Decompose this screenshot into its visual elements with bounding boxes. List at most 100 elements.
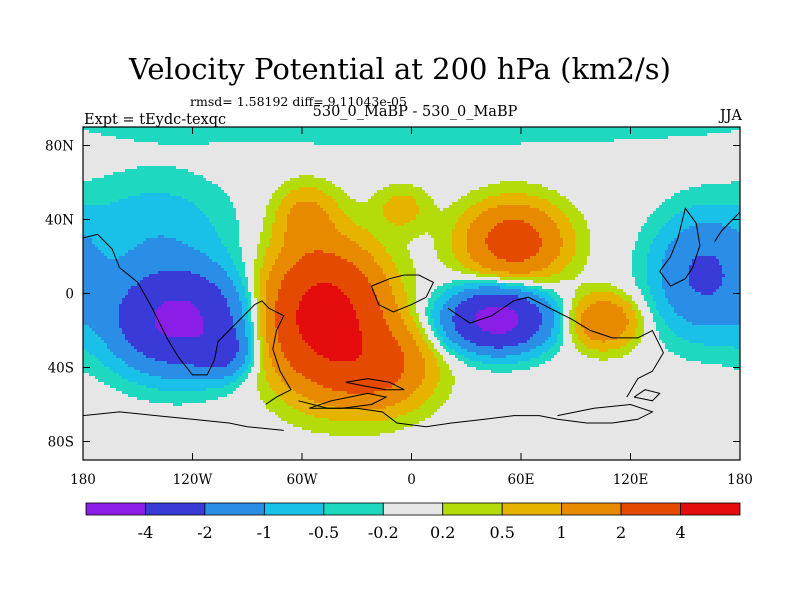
field-cell: [392, 259, 414, 263]
field-cell: [491, 355, 507, 359]
field-cell: [542, 241, 564, 245]
field-cell: [83, 391, 123, 395]
field-cell: [83, 355, 96, 359]
field-cell: [395, 262, 414, 266]
field-cell: [455, 223, 471, 227]
field-cell: [233, 316, 243, 320]
field-cell: [260, 358, 264, 362]
field-cell: [362, 331, 393, 335]
experiment-label: Expt = tEydc-texqc: [84, 112, 227, 128]
field-cell: [233, 391, 261, 395]
field-cell: [338, 202, 387, 206]
field-cell: [467, 238, 486, 242]
field-cell: [83, 361, 102, 365]
field-cell: [488, 247, 540, 251]
field-cell: [122, 301, 165, 305]
field-cell: [635, 283, 648, 287]
field-cell: [548, 292, 558, 296]
field-cell: [440, 343, 447, 347]
field-cell: [413, 196, 432, 200]
field-cell: [251, 355, 255, 359]
field-cell: [689, 187, 740, 191]
field-cell: [734, 367, 740, 371]
field-cell: [722, 283, 740, 287]
field-cell: [518, 361, 546, 365]
field-cell: [575, 343, 585, 347]
field-cell: [317, 382, 396, 386]
field-cell: [392, 196, 414, 200]
field-cell: [341, 289, 375, 293]
field-cell: [83, 364, 105, 368]
field-cell: [83, 445, 740, 449]
field-cell: [647, 262, 663, 266]
field-cell: [206, 253, 231, 257]
field-cell: [575, 325, 582, 329]
field-cell: [629, 319, 639, 323]
field-cell: [425, 418, 740, 422]
field-cell: [278, 298, 303, 302]
field-cell: [257, 298, 261, 302]
colorbar-label: -0.2: [368, 523, 399, 542]
field-cell: [248, 352, 252, 356]
field-cell: [554, 289, 576, 293]
field-cell: [149, 373, 234, 377]
field-cell: [647, 274, 663, 278]
field-cell: [260, 292, 267, 296]
field-cell: [362, 340, 399, 344]
field-cell: [446, 265, 465, 269]
field-cell: [659, 229, 684, 233]
field-cell: [431, 325, 435, 329]
field-cell: [563, 331, 570, 335]
field-cell: [284, 232, 342, 236]
field-cell: [467, 298, 528, 302]
field-cell: [458, 259, 474, 263]
field-cell: [290, 268, 360, 272]
field-cell: [158, 142, 210, 146]
field-cell: [287, 403, 324, 407]
field-cell: [494, 226, 534, 230]
field-cell: [239, 226, 264, 230]
field-cell: [296, 319, 360, 323]
field-cell: [560, 271, 582, 275]
field-cell: [668, 298, 740, 302]
field-cell: [575, 322, 582, 326]
field-cell: [713, 292, 740, 296]
field-cell: [263, 226, 273, 230]
field-cell: [575, 244, 591, 248]
field-cell: [458, 352, 477, 356]
field-cell: [425, 364, 438, 368]
field-cell: [131, 343, 240, 347]
field-cell: [644, 319, 654, 323]
field-cell: [347, 391, 375, 395]
field-cell: [143, 241, 183, 245]
field-cell: [248, 340, 252, 344]
coastline: [714, 211, 740, 242]
field-cell: [374, 193, 429, 197]
field-cell: [266, 322, 276, 326]
field-cell: [332, 220, 354, 224]
field-cell: [500, 277, 576, 281]
field-cell: [665, 223, 696, 227]
field-cell: [230, 199, 270, 203]
field-cell: [560, 295, 576, 299]
field-cell: [194, 364, 228, 368]
field-cell: [254, 262, 264, 266]
field-cell: [83, 151, 740, 155]
field-cell: [362, 271, 384, 275]
field-cell: [206, 214, 237, 218]
field-cell: [314, 175, 740, 179]
field-cell: [662, 280, 690, 284]
field-cell: [113, 172, 195, 176]
field-cell: [449, 205, 471, 209]
field-cell: [278, 334, 303, 338]
field-cell: [257, 337, 264, 341]
field-cell: [272, 232, 285, 236]
field-cell: [425, 370, 441, 374]
field-cell: [410, 256, 438, 260]
field-cell: [260, 328, 267, 332]
field-cell: [398, 268, 417, 272]
field-cell: [437, 364, 450, 368]
field-cell: [671, 241, 740, 245]
field-cell: [647, 280, 663, 284]
field-cell: [542, 343, 555, 347]
